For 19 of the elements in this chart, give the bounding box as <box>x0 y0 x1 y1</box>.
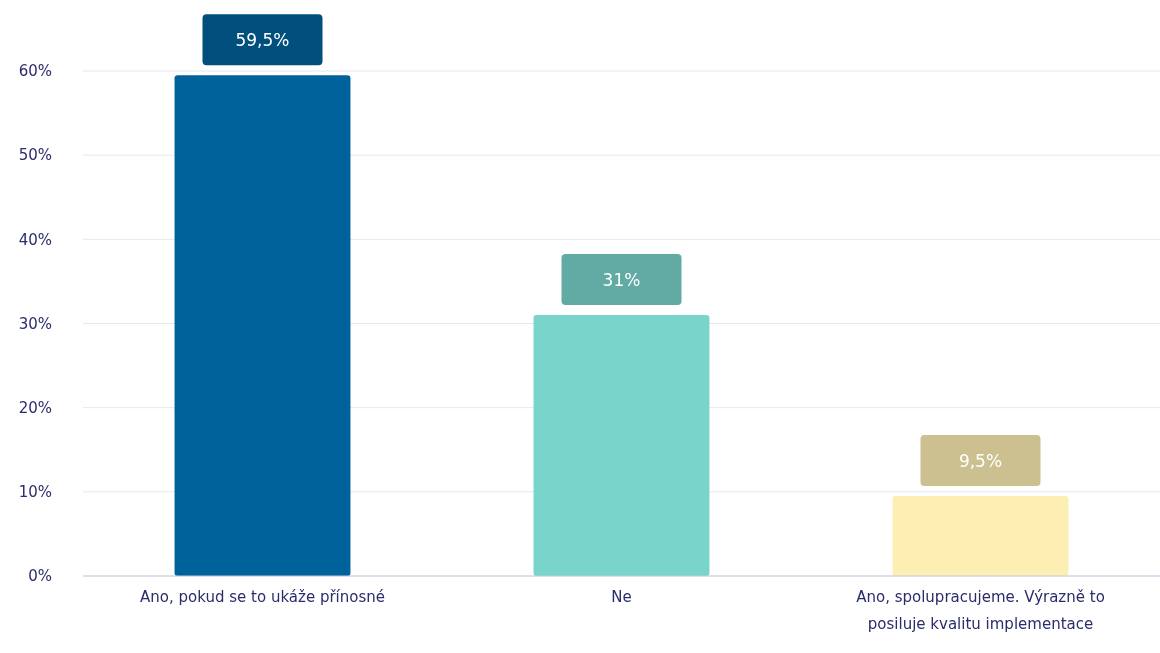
y-tick-label: 50% <box>18 146 52 165</box>
y-tick-label: 0% <box>28 567 52 586</box>
y-tick-label: 40% <box>18 230 52 249</box>
y-tick-label: 10% <box>18 483 52 502</box>
data-label: 31% <box>602 270 641 291</box>
y-tick-label: 30% <box>18 314 52 333</box>
y-tick-label: 60% <box>18 62 52 81</box>
bar <box>174 75 351 576</box>
data-label: 59,5% <box>235 30 290 51</box>
callout-box: 59,5% <box>202 14 323 66</box>
callout-box: 9,5% <box>920 435 1041 487</box>
bar <box>892 496 1069 576</box>
y-tick-label: 20% <box>18 398 52 417</box>
x-tick-label: Ano, spolupracujeme. Výrazně to posiluje kvalitu implementace <box>856 587 1105 633</box>
data-label: 9,5% <box>958 450 1003 471</box>
x-tick-label: Ne <box>611 587 632 606</box>
x-tick-label: Ano, pokud se to ukáže přínosné <box>140 587 385 606</box>
callout-box: 31% <box>561 254 682 306</box>
bar <box>533 315 710 576</box>
